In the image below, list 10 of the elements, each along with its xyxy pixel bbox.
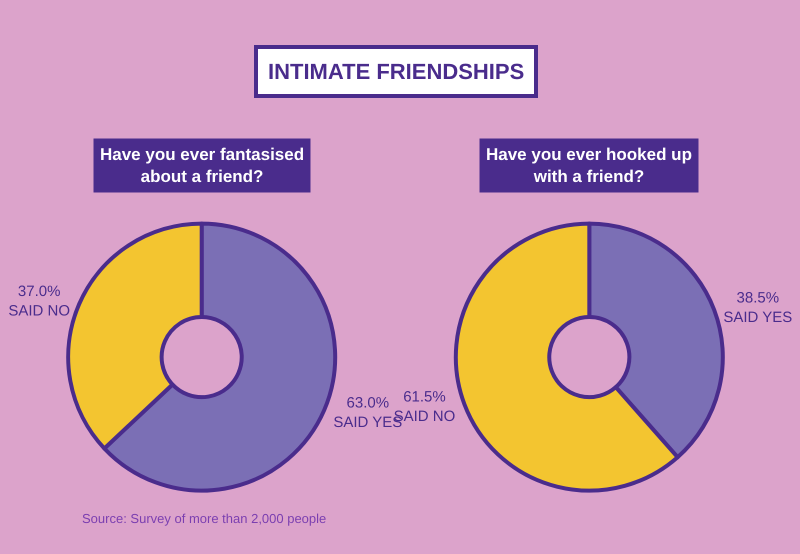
data-label: 63.0%	[346, 394, 390, 412]
chart-title: Have you ever fantasised about a friend?	[100, 145, 304, 186]
slice-label: SAID NO	[8, 302, 70, 320]
source-note: Source: Survey of more than 2,000 people	[82, 511, 326, 526]
text: INTIMATE FRIENDSHIPS	[268, 59, 524, 84]
chart-title: Have you ever hooked up with a friend?	[486, 145, 692, 186]
data-label: 38.5%	[736, 289, 780, 306]
data-label: 61.5%	[403, 388, 446, 406]
slice-label: SAID YES	[723, 308, 792, 326]
data-label: 37.0%	[18, 282, 60, 300]
